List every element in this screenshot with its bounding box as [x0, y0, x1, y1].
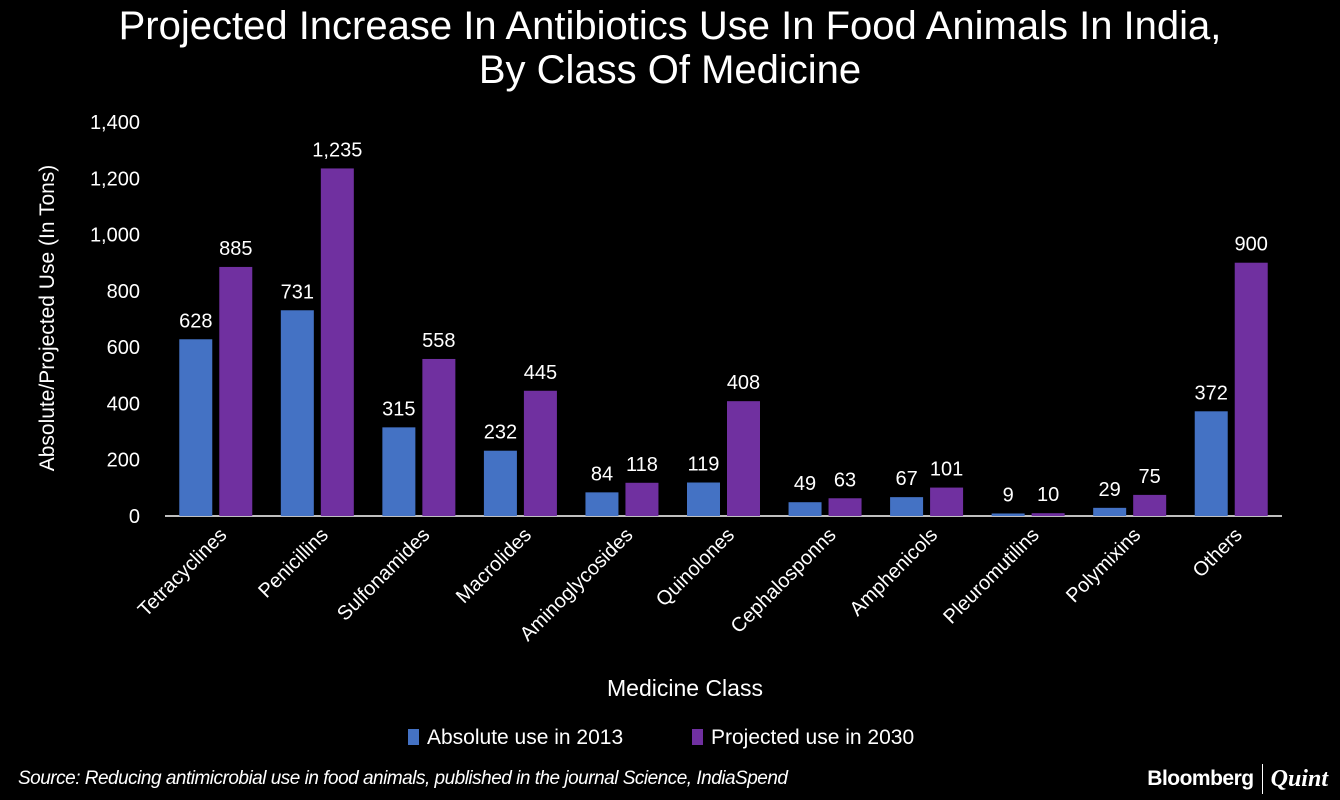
bar-2013-tetracyclines	[179, 339, 213, 516]
data-label: 900	[1235, 234, 1268, 256]
x-tick-label: Cephalosponns	[727, 524, 841, 638]
y-tick-label: 1,200	[90, 168, 140, 190]
bar-2013-amphenicols	[890, 497, 924, 516]
legend: Absolute use in 2013 Projected use in 20…	[408, 726, 914, 749]
data-label: 315	[382, 398, 415, 420]
bar-2030-quinolones	[727, 401, 760, 516]
x-tick-label: Sulfonamides	[333, 524, 434, 625]
legend-label-2030: Projected use in 2030	[711, 726, 914, 749]
bar-2030-sulfonamides	[422, 358, 456, 516]
source-note: Source: Reducing antimicrobial use in fo…	[18, 768, 788, 789]
x-tick-label: Amphenicols	[846, 524, 943, 621]
y-tick-label: 800	[107, 281, 140, 303]
data-label: 101	[930, 459, 963, 481]
bar-2030-pleuromutilins	[1031, 513, 1065, 516]
brand-bloomberg: Bloomberg	[1147, 767, 1254, 790]
data-label: 118	[626, 454, 658, 476]
data-label: 119	[688, 454, 720, 476]
data-label: 628	[179, 310, 212, 332]
x-tick-label: Tetracyclines	[134, 524, 231, 621]
legend-label-2013: Absolute use in 2013	[427, 726, 623, 749]
brand-logo: Bloomberg Quint	[1147, 764, 1328, 794]
bar-2030-macrolides	[523, 390, 557, 516]
y-tick-label: 400	[107, 393, 140, 415]
y-tick-label: 600	[107, 337, 140, 359]
x-tick-label: Pleuromutilins	[939, 524, 1043, 628]
bar-2013-others	[1194, 411, 1228, 516]
y-axis-label: Absolute/Projected Use (In Tons)	[36, 165, 59, 472]
legend-swatch-2013	[408, 729, 419, 745]
bar-2013-polymixins	[1093, 507, 1127, 516]
data-label: 232	[484, 422, 517, 444]
data-label: 731	[281, 281, 314, 303]
x-tick-label: Aminoglycosides	[516, 524, 638, 646]
data-label: 49	[794, 473, 816, 495]
data-label: 9	[1003, 484, 1014, 506]
data-label: 67	[895, 468, 917, 490]
bar-2030-penicillins	[320, 168, 354, 516]
bar-2013-penicillins	[280, 310, 314, 516]
y-tick-label: 1,000	[90, 225, 140, 247]
data-label: 558	[422, 330, 455, 352]
bar-2030-amphenicols	[930, 487, 964, 516]
legend-swatch-2030	[692, 729, 703, 745]
title-line-2: By Class Of Medicine	[478, 48, 862, 92]
y-tick-label: 200	[107, 450, 140, 472]
bar-2030-tetracyclines	[219, 266, 253, 516]
title-line-1: Projected Increase In Antibiotics Use In…	[118, 4, 1222, 48]
bar-2030-others	[1234, 262, 1268, 516]
bar-chart: 0 200 400 600 800 1,000 1,200 1,400 628 885 731 1,…	[36, 112, 1282, 749]
x-tick-label: Others	[1189, 524, 1247, 582]
data-label: 885	[219, 238, 252, 260]
bar-2013-quinolones	[687, 482, 720, 516]
data-label: 84	[591, 463, 613, 485]
bar-2030-aminoglycosides	[625, 482, 659, 516]
data-label: 10	[1037, 484, 1059, 506]
bar-2013-cephalosponns	[788, 502, 822, 516]
data-label: 75	[1139, 466, 1161, 488]
brand-divider	[1261, 764, 1263, 794]
bar-2013-sulfonamides	[382, 427, 416, 516]
bar-2013-aminoglycosides	[585, 492, 619, 516]
bar-2013-pleuromutilins	[991, 513, 1025, 516]
bar-2030-polymixins	[1133, 494, 1167, 516]
bar-2030-cephalosponns	[828, 498, 862, 516]
data-label: 372	[1195, 382, 1228, 404]
x-axis-label: Medicine Class	[607, 675, 763, 701]
x-tick-label: Penicillins	[254, 524, 332, 602]
chart-title: Projected Increase In Antibiotics Use In…	[0, 4, 1340, 92]
x-tick-label: Macrolides	[452, 524, 536, 608]
data-label: 1,235	[312, 139, 362, 161]
y-tick-label: 0	[129, 506, 140, 528]
data-label: 29	[1099, 479, 1121, 501]
data-label: 408	[727, 372, 760, 394]
data-label: 445	[524, 362, 557, 384]
x-tick-label: Quinolones	[652, 524, 739, 611]
bar-2013-macrolides	[483, 450, 517, 516]
x-tick-label: Polymixins	[1062, 524, 1145, 607]
brand-quint: Quint	[1270, 765, 1328, 792]
data-label: 63	[834, 469, 856, 491]
y-tick-label: 1,400	[90, 112, 140, 134]
